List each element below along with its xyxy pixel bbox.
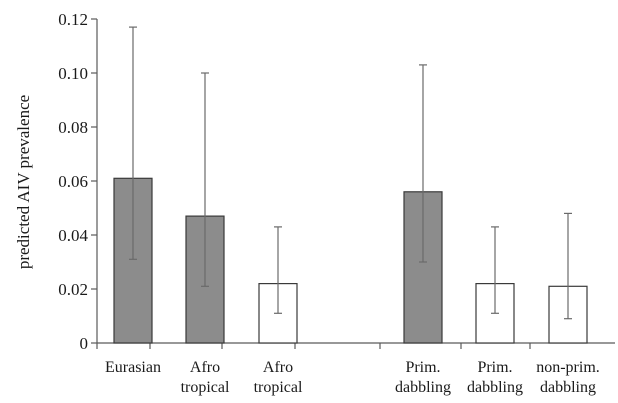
x-axis (96, 342, 615, 349)
y-tick-label: 0.06 (58, 172, 88, 191)
y-tick-label: 0.10 (58, 64, 88, 83)
category-label: tropical (254, 379, 303, 396)
error-bars (129, 26, 572, 320)
category-label: Prim. (405, 359, 440, 376)
category-labels: Eurasian Afro tropical Afro tropical Prim. dab… (105, 359, 600, 396)
category-label: dabbling (395, 379, 451, 396)
category-label: dabbling (540, 379, 596, 396)
category-label: Afro (263, 359, 293, 376)
y-tick-label: 0 (80, 334, 89, 353)
bars (113, 177, 588, 344)
category-label: Eurasian (105, 359, 161, 376)
category-label: Afro (190, 359, 220, 376)
category-label: non-prim. (536, 359, 600, 376)
category-label: dabbling (467, 379, 523, 396)
bar (113, 177, 153, 344)
category-label: Prim. (477, 359, 512, 376)
category-label: tropical (181, 379, 230, 396)
y-tick-label: 0.12 (58, 10, 88, 29)
y-tick-label: 0.08 (58, 118, 88, 137)
y-axis-label: predicted AIV prevalence (14, 95, 33, 269)
y-tick-label: 0.04 (58, 226, 88, 245)
y-tick-label: 0.02 (58, 280, 88, 299)
y-axis: 0 0.02 0.04 0.06 0.08 0.10 0.12 (58, 10, 98, 353)
